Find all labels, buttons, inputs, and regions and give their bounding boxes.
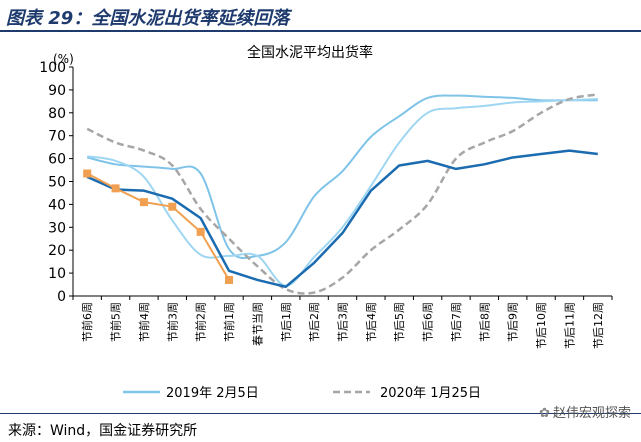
series-5-marker: [168, 202, 177, 211]
x-tick-label: 节后7周: [450, 302, 463, 342]
chart-series: [83, 93, 599, 295]
x-tick-label: 节后12周: [592, 302, 605, 349]
chart-legend: 2019年 2月5日 2020年 1月25日: [123, 386, 481, 401]
wechat-icon: ✿: [539, 406, 550, 421]
x-tick-label: 节后9周: [507, 302, 520, 342]
y-tick-label: 0: [57, 289, 66, 305]
chart-axes: 0 10 20 30 40 50 60 70 80 90 100 节前6周 节前5周 节前4周 节前3周 节前…: [39, 60, 613, 349]
chart-title: 全国水泥平均出货率: [247, 44, 373, 61]
figure-header: 图表 29：全国水泥出货率延续回落: [0, 0, 641, 32]
x-tick-label: 节后5周: [393, 302, 406, 342]
series-line-3: [86, 93, 599, 295]
x-tick-label: 节后8周: [478, 302, 491, 342]
x-tick-label: 节前4周: [137, 302, 151, 342]
y-tick-label: 60: [48, 152, 66, 168]
watermark-text: 赵伟宏观探索: [552, 406, 631, 421]
y-tick-label: 70: [48, 129, 66, 145]
x-tick-label: 节前3周: [165, 302, 179, 342]
x-tick-label: 节后1周: [280, 302, 293, 342]
chart: 全国水泥平均出货率 (%) 0 10 20 30 40 50 60 70 80 90 100 节前6周…: [39, 44, 613, 401]
source-note: 来源：Wind，国金证券研究所: [8, 423, 198, 439]
x-tick-label: 春节当周: [250, 302, 264, 346]
x-tick-label: 节后10周: [535, 302, 548, 349]
x-tick-label: 节后4周: [365, 302, 378, 342]
series-5-marker: [139, 198, 148, 207]
legend-label-2: 2020年 1月25日: [380, 386, 481, 401]
x-tick-label: 节后3周: [337, 302, 350, 342]
x-tick-label: 节前1周: [222, 302, 236, 342]
y-tick-label: 50: [48, 175, 66, 191]
series-5-marker: [111, 184, 120, 193]
y-tick-label: 20: [48, 243, 66, 259]
x-tick-label: 节前2周: [194, 302, 208, 342]
x-tick-label: 节后2周: [308, 302, 321, 342]
legend-label-1: 2019年 2月5日: [166, 386, 259, 401]
y-tick-label: 90: [48, 83, 66, 99]
series-5-marker: [196, 227, 205, 236]
series-line-4: [86, 149, 598, 289]
y-tick-label: 30: [48, 220, 66, 236]
watermark: ✿ 赵伟宏观探索: [539, 402, 631, 421]
y-tick-label: 100: [39, 60, 66, 76]
series-line-1: [86, 94, 598, 260]
series-line-5: [86, 172, 230, 281]
footer-divider: [0, 413, 641, 414]
series-line-2: [87, 98, 598, 287]
series-5-marker: [83, 169, 92, 178]
y-tick-label: 40: [48, 197, 66, 213]
y-tick-label: 80: [48, 106, 66, 122]
series-5-marker: [225, 275, 234, 284]
x-tick-label: 节后11周: [563, 302, 576, 349]
figure-title: 图表 29：全国水泥出货率延续回落: [6, 8, 290, 29]
y-axis-unit: (%): [53, 52, 74, 66]
y-tick-label: 10: [48, 266, 66, 282]
x-tick-label: 节前6周: [80, 302, 94, 342]
x-tick-label: 节前5周: [109, 302, 123, 342]
x-tick-label: 节后6周: [422, 302, 435, 342]
